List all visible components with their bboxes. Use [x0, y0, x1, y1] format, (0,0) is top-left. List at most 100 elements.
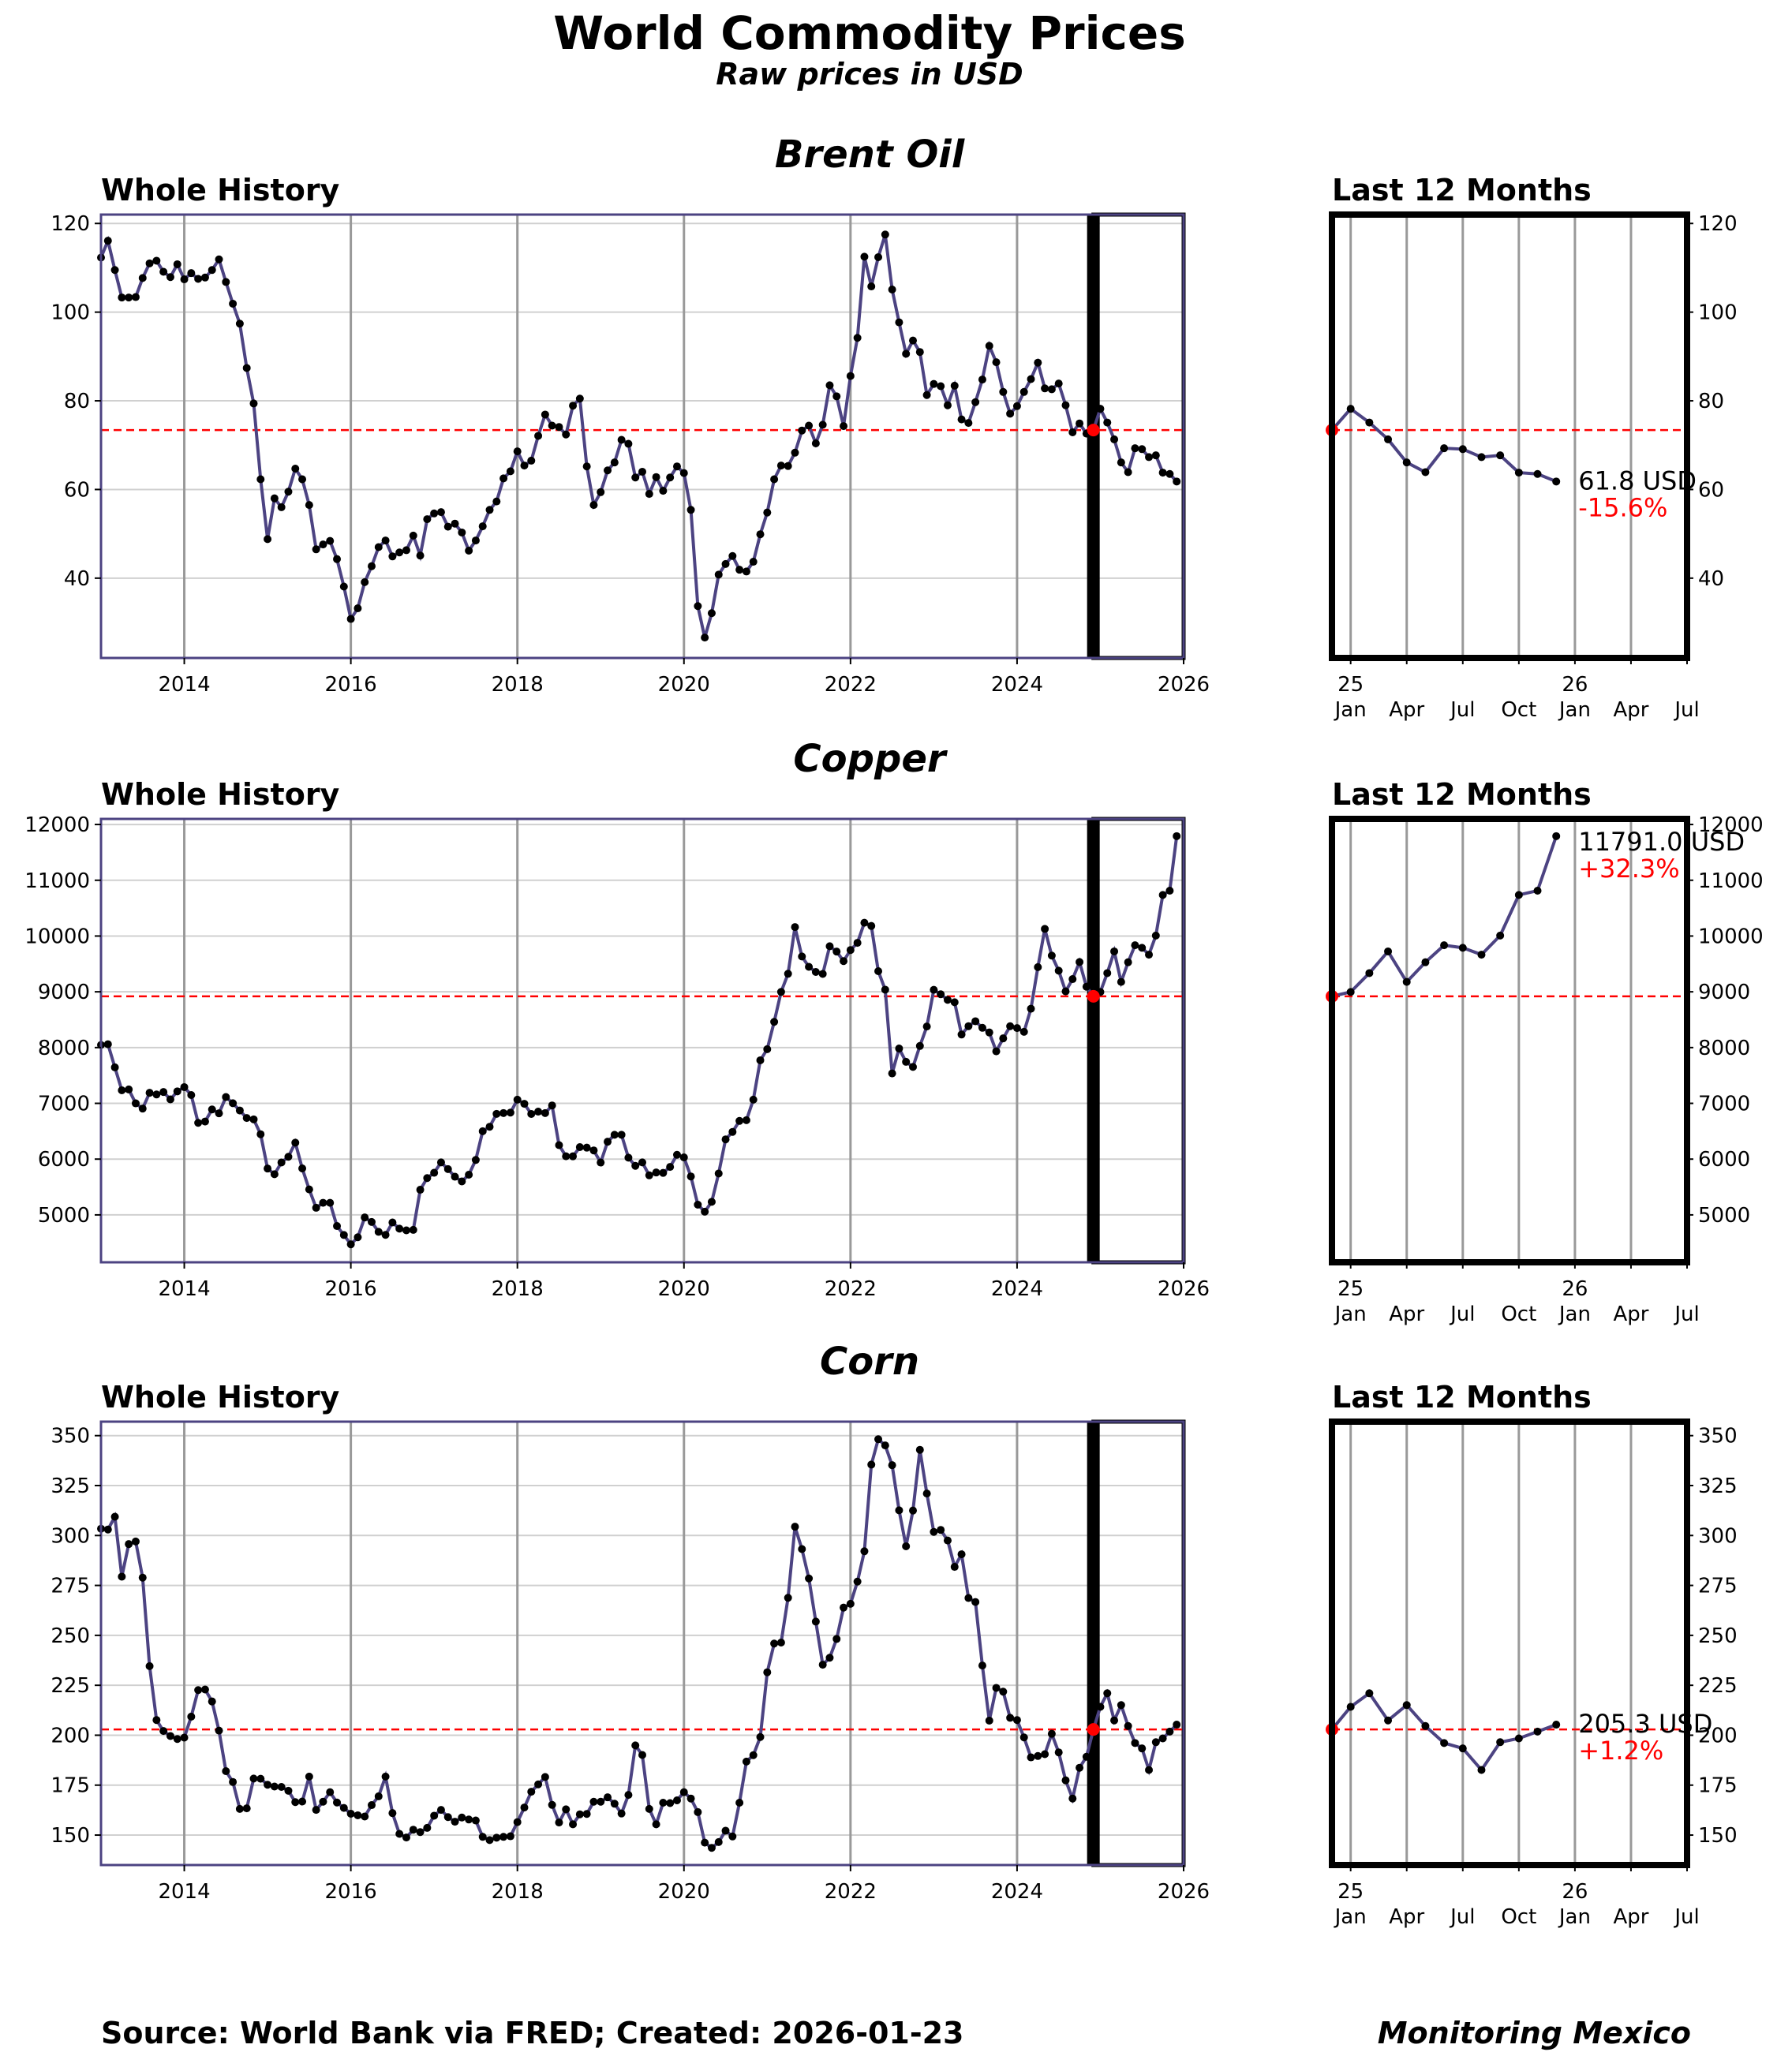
data-point — [145, 259, 154, 267]
data-point — [714, 1837, 723, 1846]
x-tick-label: Apr — [1613, 1303, 1648, 1326]
data-point — [264, 1781, 272, 1789]
data-point — [840, 957, 848, 966]
data-point — [1041, 384, 1049, 393]
data-point — [465, 1815, 473, 1824]
data-point — [264, 535, 272, 544]
data-point — [416, 1186, 425, 1194]
data-point — [798, 426, 806, 435]
data-point — [548, 1101, 556, 1110]
data-point — [672, 462, 681, 471]
history-panel: 150 175 200 225 250 275 300 325 350 2014 2016 2018 2… — [51, 1419, 1210, 1904]
data-point — [159, 267, 168, 276]
data-point — [110, 266, 119, 275]
data-point — [582, 1810, 591, 1818]
data-point — [451, 1818, 459, 1826]
x-tick-label: Jul — [1449, 1905, 1475, 1929]
data-point — [423, 515, 432, 524]
x-tick-label: 2014 — [158, 673, 210, 697]
data-point — [978, 1023, 986, 1032]
data-point — [548, 421, 556, 430]
data-point — [256, 475, 265, 484]
x-tick-year-label: 25 — [1337, 1277, 1364, 1301]
recent-highlight-box — [1091, 212, 1186, 660]
data-point — [555, 1818, 563, 1827]
data-point — [451, 519, 459, 528]
y-tick-label: 8000 — [38, 1037, 90, 1060]
data-point — [138, 274, 147, 282]
data-point — [575, 1810, 584, 1818]
data-point — [1054, 966, 1063, 975]
data-point — [825, 381, 834, 390]
data-point — [346, 615, 355, 623]
figure-title: World Commodity Prices — [553, 6, 1185, 60]
data-point — [749, 1095, 758, 1104]
data-point — [728, 551, 737, 560]
data-point — [742, 1757, 750, 1766]
data-point — [569, 1152, 578, 1161]
data-point — [624, 1153, 633, 1162]
data-point — [971, 1017, 980, 1026]
data-point — [930, 985, 938, 994]
data-point — [1158, 1734, 1167, 1743]
x-tick-label: 2014 — [158, 1277, 210, 1301]
data-point — [825, 1654, 834, 1662]
data-point — [645, 1171, 653, 1179]
data-point — [200, 1685, 209, 1694]
y-tick-label: 120 — [1698, 212, 1738, 236]
data-point — [284, 1786, 293, 1795]
last-value-label: 11791.0 USD — [1578, 827, 1745, 857]
data-point — [1173, 477, 1181, 486]
data-point — [867, 921, 876, 930]
y-tick-label: 250 — [1698, 1624, 1738, 1648]
data-point — [291, 1798, 300, 1807]
data-point — [728, 1832, 737, 1841]
series-line — [99, 234, 1178, 638]
data-point — [131, 1537, 140, 1546]
x-tick-label: Jan — [1334, 698, 1367, 722]
data-point — [381, 1231, 390, 1239]
data-point — [805, 421, 814, 430]
y-tick-label: 150 — [51, 1824, 90, 1848]
data-point — [1012, 1024, 1021, 1033]
data-point — [582, 1143, 591, 1152]
data-point — [215, 1726, 223, 1735]
x-tick-label: Oct — [1501, 1303, 1536, 1326]
data-point — [485, 506, 494, 514]
y-tick-label: 225 — [51, 1674, 90, 1698]
data-point — [409, 531, 417, 540]
x-tick-label: 2026 — [1158, 1880, 1210, 1904]
y-tick-label: 225 — [1698, 1674, 1738, 1698]
data-point — [1138, 1744, 1147, 1753]
data-point — [1173, 1721, 1181, 1729]
y-tick-label: 275 — [1698, 1575, 1738, 1598]
data-point — [1054, 1748, 1063, 1757]
data-point — [1019, 1027, 1028, 1036]
data-point — [1514, 1734, 1523, 1743]
y-tick-label: 40 — [64, 567, 90, 591]
data-point — [395, 548, 404, 557]
y-tick-label: 11000 — [1698, 869, 1764, 893]
data-point — [506, 467, 514, 476]
y-tick-label: 6000 — [38, 1148, 90, 1172]
data-point — [874, 1435, 883, 1444]
data-point — [465, 1171, 473, 1179]
y-tick-label: 7000 — [38, 1093, 90, 1116]
x-tick-label: Jan — [1558, 1303, 1591, 1326]
data-point — [1533, 1727, 1542, 1736]
data-point — [1440, 444, 1449, 453]
data-point — [333, 1222, 342, 1231]
data-point — [451, 1172, 459, 1181]
data-point — [222, 278, 230, 286]
data-point — [277, 1158, 286, 1167]
data-point — [173, 260, 181, 268]
data-point — [409, 1826, 417, 1834]
data-point — [770, 1018, 779, 1026]
data-point — [742, 1116, 750, 1124]
data-point — [249, 1774, 258, 1783]
data-point — [1165, 469, 1174, 478]
x-tick-label: 2016 — [325, 673, 377, 697]
data-point — [867, 282, 876, 291]
data-point — [354, 1233, 362, 1242]
